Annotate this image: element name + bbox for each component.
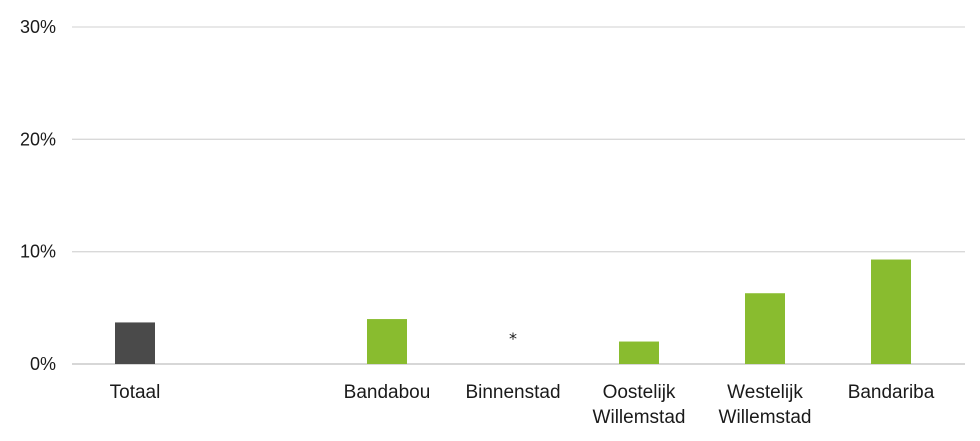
bar bbox=[619, 341, 659, 364]
bar bbox=[367, 319, 407, 364]
x-category-label: Totaal bbox=[110, 382, 161, 403]
y-tick-label: 20% bbox=[20, 129, 56, 149]
asterisk-marker: * bbox=[509, 329, 517, 348]
y-tick-label: 10% bbox=[20, 242, 56, 262]
x-category-label: Binnenstad bbox=[465, 382, 560, 403]
x-category-label: Bandariba bbox=[848, 382, 935, 403]
bar bbox=[871, 259, 911, 364]
x-category-label: Willemstad bbox=[719, 407, 812, 428]
y-axis-ticks: 0% 10% 20% 30% bbox=[20, 17, 56, 374]
bars bbox=[115, 259, 911, 364]
y-tick-label: 0% bbox=[30, 354, 56, 374]
annotations: * bbox=[509, 329, 517, 348]
y-tick-label: 30% bbox=[20, 17, 56, 37]
x-category-label: Westelijk bbox=[727, 382, 803, 403]
x-category-label: Oostelijk bbox=[603, 382, 676, 403]
bar bbox=[745, 293, 785, 364]
bar bbox=[115, 322, 155, 364]
gridlines bbox=[72, 26, 965, 365]
x-category-label: Bandabou bbox=[344, 382, 431, 403]
x-axis-labels: Totaal Bandabou Binnenstad Oostelijk Willems… bbox=[110, 382, 935, 428]
x-category-label: Willemstad bbox=[593, 407, 686, 428]
